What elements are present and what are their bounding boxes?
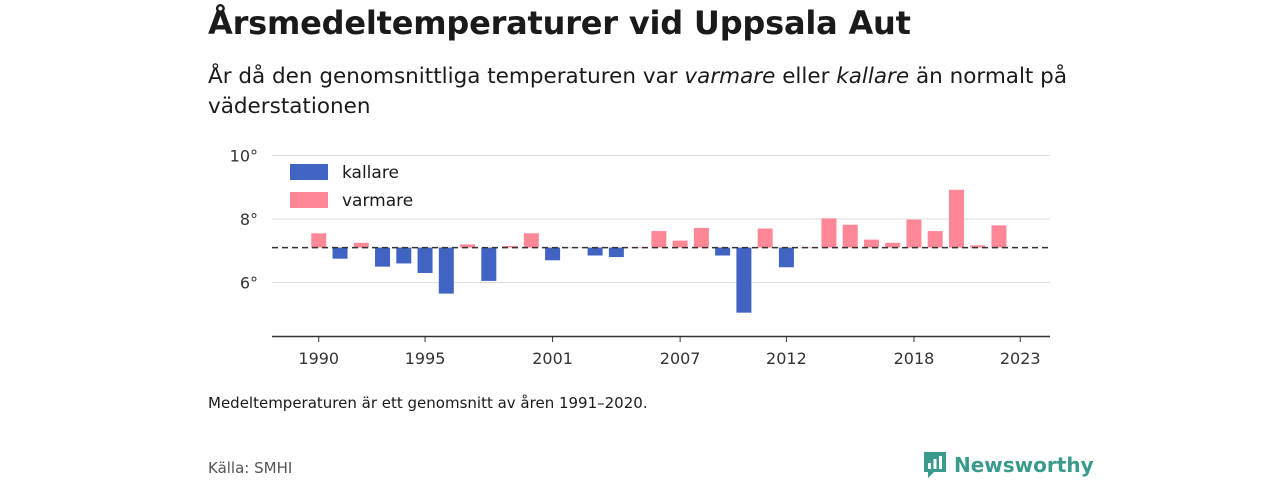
- subtitle-text-mid: eller: [775, 64, 837, 89]
- bar-warmer: [821, 218, 837, 248]
- bar-colder: [481, 247, 497, 281]
- bar-warmer: [523, 233, 539, 248]
- bar-colder: [545, 247, 561, 261]
- bar-colder: [736, 247, 752, 313]
- chart-title: Årsmedeltemperaturer vid Uppsala Aut: [208, 4, 911, 42]
- subtitle-text-post: än normalt på väderstationen: [208, 64, 1067, 119]
- bar-colder: [587, 247, 603, 256]
- x-tick-label: 1990: [298, 349, 339, 368]
- bar-warmer: [311, 233, 327, 248]
- bar-warmer: [460, 244, 476, 248]
- x-tick-label: 1995: [405, 349, 446, 368]
- bar-colder: [332, 247, 348, 259]
- chart-subtitle: År då den genomsnittliga temperaturen va…: [208, 62, 1088, 122]
- bar-warmer: [970, 245, 986, 248]
- bar-warmer: [927, 231, 943, 248]
- bar-warmer: [948, 189, 964, 248]
- bar-warmer: [991, 225, 1007, 248]
- legend-label-warm: varmare: [342, 191, 413, 211]
- bar-colder: [438, 247, 454, 294]
- bar-colder: [375, 247, 391, 267]
- bar-warmer: [502, 245, 518, 248]
- y-tick-label: 8°: [240, 210, 258, 229]
- y-tick-label: 6°: [240, 274, 258, 293]
- subtitle-cold-word: kallare: [836, 64, 910, 89]
- x-tick-label: 2023: [1000, 349, 1041, 368]
- bar-warmer: [353, 242, 369, 248]
- brand-name: Newsworthy: [954, 453, 1094, 477]
- bar-warmer: [842, 224, 858, 248]
- legend-label-cold: kallare: [342, 163, 399, 183]
- bar-colder: [417, 247, 433, 273]
- x-tick-label: 2007: [660, 349, 701, 368]
- subtitle-text-pre: År då den genomsnittliga temperaturen va…: [208, 64, 685, 89]
- chart-bubble-icon: [924, 452, 946, 478]
- bar-warmer: [885, 242, 901, 248]
- bar-warmer: [651, 231, 667, 248]
- source-label: Källa: SMHI: [208, 459, 293, 477]
- footnote: Medeltemperaturen är ett genomsnitt av å…: [208, 394, 648, 412]
- x-tick-label: 2012: [766, 349, 807, 368]
- bar-warmer: [906, 219, 922, 248]
- bar-colder: [396, 247, 412, 264]
- x-tick-label: 2018: [894, 349, 935, 368]
- legend-swatch-cold: [290, 164, 328, 180]
- subtitle-warm-word: varmare: [684, 64, 776, 89]
- bar-colder: [715, 247, 731, 256]
- bar-warmer: [672, 240, 688, 248]
- bar-warmer: [757, 228, 773, 248]
- temperature-bar-chart: 6° 8° 10° 1990 1995 2001 2007 2012 2018 2023 kalla…: [230, 147, 1050, 368]
- x-tick-label: 2001: [532, 349, 573, 368]
- newsworthy-logo: Newsworthy: [922, 450, 1094, 480]
- bar-colder: [778, 247, 794, 268]
- bar-warmer: [693, 227, 709, 248]
- bar-warmer: [863, 239, 879, 248]
- y-tick-label: 10°: [230, 147, 258, 166]
- legend-swatch-warm: [290, 192, 328, 208]
- bar-colder: [608, 247, 624, 258]
